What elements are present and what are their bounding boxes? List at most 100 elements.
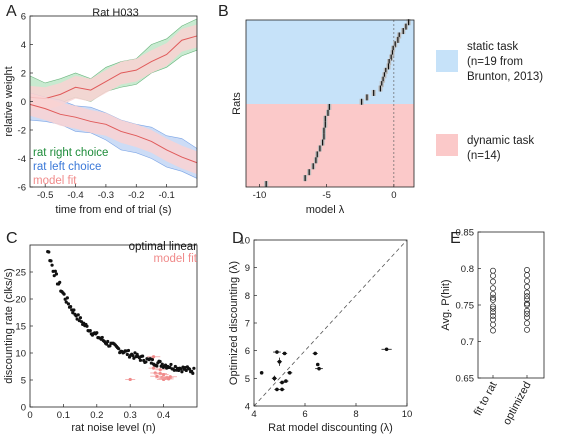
x-tick-label: 6 [302, 409, 307, 420]
static-task-region [246, 20, 414, 104]
optimal-point [106, 339, 110, 344]
data-point [280, 387, 284, 392]
optimal-point [58, 280, 62, 285]
legend-entry: rat right choice [33, 147, 108, 159]
y-tick-label: 8 [245, 291, 250, 302]
x-axis-label: Rat model discounting (λ) [268, 422, 393, 434]
y-tick-label: 0 [21, 403, 26, 414]
model-fit-point [128, 377, 132, 382]
y-tick-label: 15 [15, 322, 26, 333]
optimal-point [53, 269, 57, 273]
panel-a: -0.5 -0.4 -0.3 -0.2 -0.1 -6 -4 -2 0 2 4 6 Rat H033 ti… [3, 3, 198, 216]
x-tick-label: 0.1 [57, 410, 70, 421]
x-tick-label: -0.5 [37, 190, 53, 201]
y-axis-label: Optimized discounting (λ) [228, 261, 240, 385]
optimal-point [131, 353, 135, 358]
legend-swatch-dynamic [436, 134, 458, 156]
optimal-point [54, 272, 59, 276]
optimal-point [88, 328, 92, 333]
y-tick-label: 0.8 [461, 264, 474, 275]
x-axis-label: time from end of trial (s) [55, 204, 171, 216]
optimal-point [191, 371, 195, 375]
optimal-point [72, 308, 76, 312]
panel-e: 0.65 0.7 0.75 0.8 0.85 fit to rat optimized Avg… [440, 228, 545, 427]
y-tick-label: 10 [15, 349, 26, 360]
optimal-point [52, 274, 56, 278]
model-fit-point [162, 373, 166, 377]
hit-point [490, 285, 496, 292]
optimal-point [76, 313, 80, 317]
optimal-point [150, 357, 155, 362]
y-tick-label: 0.65 [456, 374, 475, 385]
x-axis-label: model λ [306, 204, 345, 216]
hit-point [524, 277, 530, 284]
y-axis-label: discounting rate (clks/s) [3, 268, 15, 384]
data-point [272, 376, 277, 381]
panel-b: -10 -5 0 model λ Rats static task (n=19 from Br… [218, 3, 543, 216]
hit-point [490, 313, 496, 319]
optimal-point [155, 364, 159, 368]
hit-point [490, 305, 496, 312]
x-tick-label: 0.3 [124, 410, 137, 421]
model-fit-point [153, 371, 157, 375]
identity-line [253, 239, 408, 407]
x-tick-label: 8 [353, 409, 358, 420]
legend-static-note: (n=19 from [467, 56, 523, 68]
y-tick-label: 0.85 [456, 228, 475, 239]
y-tick-label: 0 [21, 97, 26, 108]
optimal-point [141, 354, 145, 358]
data-point [313, 351, 318, 356]
axes-box [477, 231, 545, 379]
hit-point [490, 278, 496, 285]
x-tick-label: 0 [391, 190, 396, 201]
hit-point [524, 302, 530, 308]
y-tick-label: 5 [245, 374, 250, 385]
optimal-point [49, 259, 53, 263]
y-axis-label: relative weight [3, 66, 15, 136]
y-tick-label: -4 [18, 154, 26, 165]
category-label: fit to rat [472, 380, 500, 418]
optimal-point [100, 335, 104, 340]
hit-point [524, 293, 530, 300]
data-point [317, 366, 321, 371]
optimal-point [78, 316, 83, 320]
chart-title: Rat H033 [92, 7, 138, 19]
category-label: optimized [501, 380, 534, 427]
optimal-point [50, 263, 54, 267]
y-tick-label: 0.7 [461, 337, 474, 348]
x-tick-label: -0.1 [158, 190, 174, 201]
optimal-point [184, 368, 188, 373]
hit-point [524, 310, 530, 317]
data-point [280, 380, 284, 385]
panel-letter: A [6, 3, 17, 20]
model-fit-point [167, 377, 171, 381]
y-tick-label: 25 [15, 268, 26, 279]
optimal-point [160, 362, 164, 366]
hit-point [524, 267, 530, 273]
x-tick-label: -0.3 [98, 190, 114, 201]
hit-point [524, 289, 530, 296]
model-line-1 [29, 103, 198, 164]
x-tick-label: -0.4 [67, 190, 83, 201]
hit-point [524, 326, 530, 333]
hit-point [524, 307, 530, 314]
axes-box [29, 244, 198, 408]
y-tick-label: 6 [245, 346, 250, 357]
model-band-1 [30, 92, 197, 175]
panel-letter: E [450, 230, 461, 247]
y-tick-label: 7 [245, 319, 250, 330]
panel-letter: C [6, 230, 18, 247]
y-tick-label: 4 [245, 402, 250, 413]
model-fit-point [168, 375, 172, 379]
model-line-0 [29, 35, 198, 100]
optimal-point [144, 360, 148, 364]
hit-point [524, 283, 530, 290]
hit-point [524, 300, 530, 307]
optimal-point [187, 367, 192, 371]
hit-point [524, 314, 530, 321]
hit-point [490, 303, 496, 310]
optimal-point [105, 342, 109, 346]
model-fit-point [158, 368, 162, 372]
optimal-point [85, 324, 89, 328]
x-tick-label: 0 [27, 410, 32, 421]
